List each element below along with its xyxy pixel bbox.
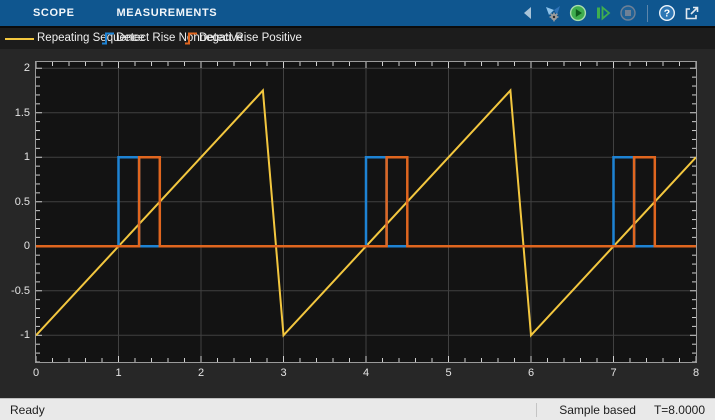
toolstrip: SCOPE MEASUREMENTS [0, 0, 715, 28]
y-tick-label: 1.5 [14, 106, 30, 119]
pop-out-window-icon[interactable] [683, 4, 701, 22]
y-tick-label: 2 [23, 62, 30, 75]
chart-axes[interactable] [35, 61, 697, 363]
step-forward-button[interactable] [594, 4, 612, 22]
x-tick-label: 7 [610, 367, 617, 379]
y-tick-label: 0 [23, 240, 30, 253]
run-button[interactable] [569, 4, 587, 22]
x-tick-label: 1 [115, 367, 122, 379]
sample-mode-label: Sample based [559, 402, 636, 417]
x-tick-label: 8 [692, 367, 700, 379]
y-tick-label: 0.5 [14, 195, 30, 208]
legend-label-detect-rise-nonnegative[interactable]: Detect Rise Nonnegative [116, 32, 244, 44]
collapse-toolstrip-chevron-icon[interactable] [519, 4, 537, 22]
x-tick-label: 6 [527, 367, 535, 379]
x-tick-label: 3 [280, 367, 287, 379]
x-tick-label: 5 [445, 367, 452, 379]
toolstrip-quick-actions: ? [519, 4, 715, 22]
stop-button [619, 4, 637, 22]
help-button[interactable]: ? [658, 4, 676, 22]
tab-measurements[interactable]: MEASUREMENTS [116, 7, 218, 19]
y-tick-label: -1 [20, 329, 30, 342]
x-tick-label: 2 [197, 367, 205, 379]
legend-label-repeating-sequence[interactable]: Repeating Sequence [37, 32, 145, 44]
waveform-chart [36, 62, 696, 362]
legend-swatch-detect-rise-nonnegative [102, 32, 114, 45]
status-message: Ready [10, 402, 45, 417]
status-bar: Ready Sample based T=8.0000 [0, 398, 715, 420]
tab-scope[interactable]: SCOPE [33, 7, 75, 19]
simulation-settings-icon[interactable] [544, 4, 562, 22]
plot-region: 2 1.5 1 0.5 0 -0.5 -1 0 1 2 3 4 5 6 7 8 [0, 49, 715, 398]
status-divider [536, 402, 538, 417]
sim-time-label: T=8.0000 [653, 402, 705, 417]
toolbar-divider [647, 4, 648, 22]
svg-text:?: ? [664, 8, 670, 20]
y-tick-label: -0.5 [11, 284, 30, 297]
x-tick-label: 0 [32, 367, 40, 379]
legend-swatch-detect-rise-positive [185, 32, 197, 45]
legend-label-detect-rise-positive[interactable]: Detect Rise Positive [199, 32, 302, 44]
legend-swatch-repeating-sequence [5, 38, 34, 40]
x-tick-label: 4 [362, 367, 370, 379]
toolstrip-tabs: SCOPE MEASUREMENTS [0, 0, 217, 26]
legend: Repeating Sequence Detect Rise Nonnegati… [0, 28, 715, 49]
y-tick-label: 1 [23, 151, 30, 164]
